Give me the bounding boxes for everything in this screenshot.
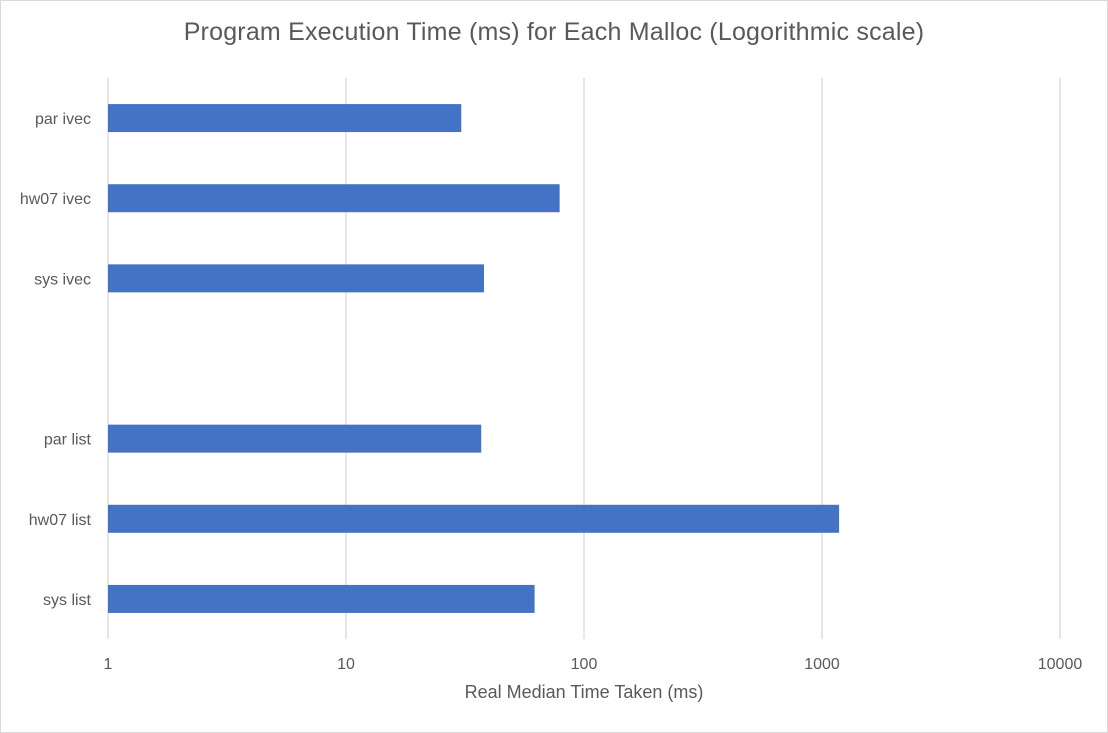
x-tick-label: 10 xyxy=(337,656,355,673)
x-tick-label: 10000 xyxy=(1038,656,1083,673)
bars xyxy=(108,104,840,613)
x-axis-title: Real Median Time Taken (ms) xyxy=(464,682,704,702)
bar-par-list xyxy=(108,424,482,453)
chart-title: Program Execution Time (ms) for Each Mal… xyxy=(183,18,925,46)
bar-hw07-ivec xyxy=(108,184,560,213)
category-labels: par ivec hw07 ivec sys ivec par list hw07 li… xyxy=(20,111,92,609)
category-label: sys list xyxy=(43,592,92,609)
x-tick-label: 1000 xyxy=(804,656,840,673)
x-tick-label: 100 xyxy=(571,656,598,673)
category-label: sys ivec xyxy=(34,271,91,288)
bar-par-ivec xyxy=(108,104,462,133)
gridlines xyxy=(107,78,1061,639)
bar-hw07-list xyxy=(108,504,840,533)
bar-sys-ivec xyxy=(108,264,484,293)
category-label: par ivec xyxy=(35,111,91,128)
category-label: hw07 ivec xyxy=(20,191,91,208)
x-tick-labels: 1 10 100 1000 10000 xyxy=(104,656,1083,673)
x-tick-label: 1 xyxy=(104,656,113,673)
category-label: hw07 list xyxy=(29,512,92,529)
bar-sys-list xyxy=(108,584,535,613)
category-label: par list xyxy=(44,432,92,449)
